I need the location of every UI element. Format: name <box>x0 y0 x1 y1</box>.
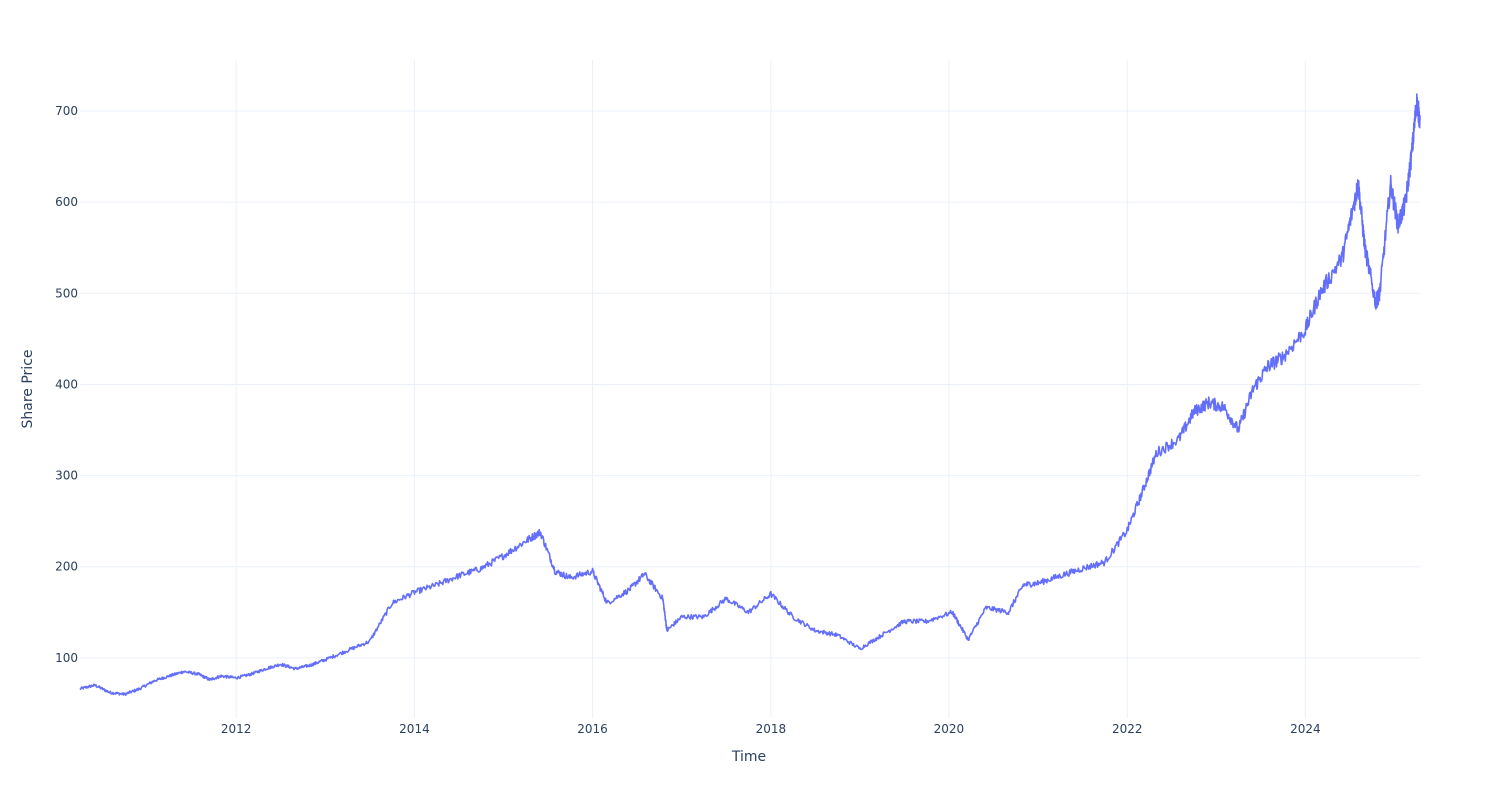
x-tick-label: 2012 <box>221 722 252 736</box>
y-tick-label: 600 <box>55 195 78 209</box>
y-tick-label: 500 <box>55 286 78 300</box>
plot-area <box>79 93 1421 697</box>
y-axis-title: Share Price <box>20 349 36 428</box>
x-tick-label: 2022 <box>1112 722 1143 736</box>
x-tick-label: 2016 <box>577 722 608 736</box>
x-tick-label: 2018 <box>756 722 787 736</box>
y-tick-label: 200 <box>55 560 78 574</box>
x-tick-label: 2020 <box>934 722 965 736</box>
y-tick-label: 100 <box>55 651 78 665</box>
x-tick-label: 2024 <box>1290 722 1321 736</box>
grid <box>80 60 1420 718</box>
y-tick-label: 300 <box>55 469 78 483</box>
y-tick-label: 400 <box>55 377 78 391</box>
x-tick-label: 2014 <box>399 722 430 736</box>
x-axis-title: Time <box>731 749 766 765</box>
y-tick-label: 700 <box>55 104 78 118</box>
y-axis-ticks: 100 200 300 400 500 600 700 <box>55 104 78 665</box>
series-line <box>79 93 1421 697</box>
x-axis-ticks: 2012 2014 2016 2018 2020 2022 2024 <box>221 722 1321 736</box>
